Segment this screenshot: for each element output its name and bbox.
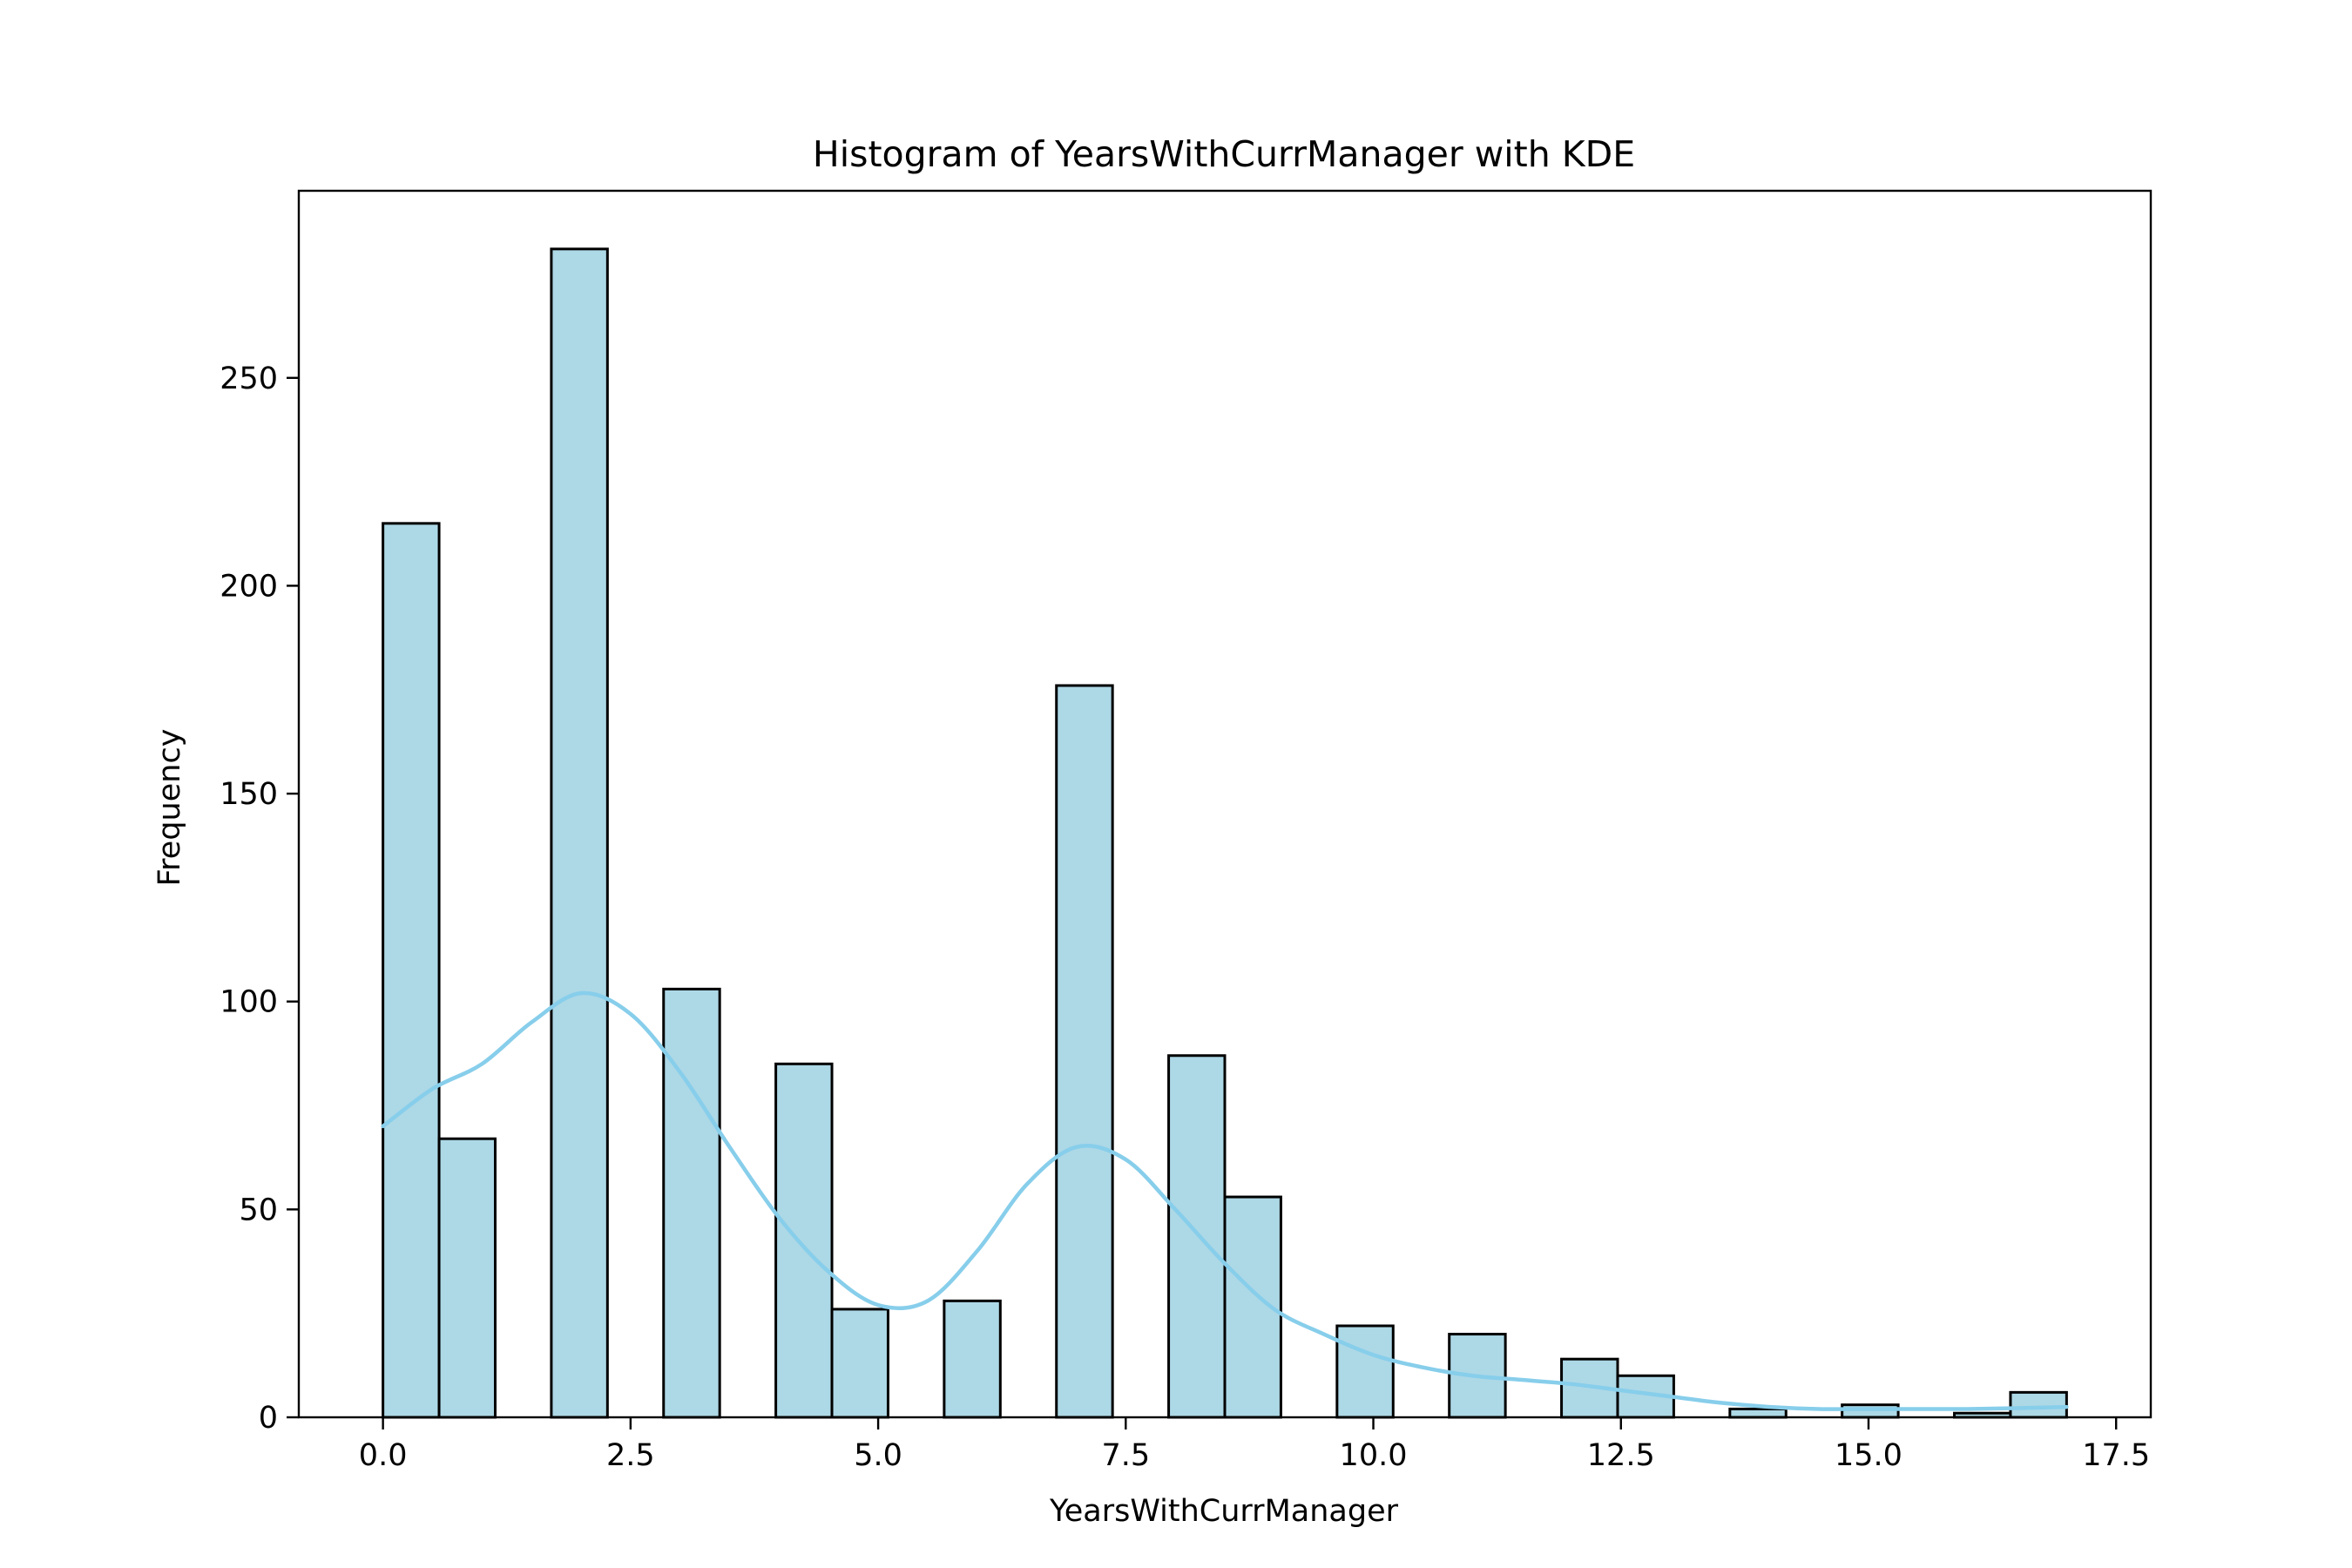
histogram-bar bbox=[1728, 1407, 1788, 1419]
y-axis-ticks: 0 50 100 150 200 250 bbox=[220, 362, 299, 1436]
histogram-bar bbox=[830, 1308, 889, 1419]
y-tick-label: 50 bbox=[239, 1193, 278, 1227]
histogram-bar bbox=[1841, 1403, 1900, 1419]
histogram-bar bbox=[2009, 1390, 2068, 1419]
y-tick-label: 0 bbox=[259, 1401, 278, 1436]
histogram-bar bbox=[437, 1137, 497, 1419]
x-tick-label: 17.5 bbox=[2082, 1438, 2150, 1473]
x-tick-label: 12.5 bbox=[1587, 1438, 1655, 1473]
x-tick-label: 10.0 bbox=[1340, 1438, 1408, 1473]
histogram-bar bbox=[774, 1062, 834, 1419]
plot-frame bbox=[297, 189, 2153, 1419]
histogram-bar bbox=[662, 987, 721, 1419]
y-tick-label: 200 bbox=[220, 569, 278, 604]
histogram-bar bbox=[943, 1299, 1002, 1419]
x-axis-ticks: 0.0 2.5 5.0 7.5 10.0 12.5 15.0 17.5 bbox=[359, 1417, 2150, 1473]
histogram-bar bbox=[1055, 684, 1114, 1419]
x-axis-label: YearsWithCurrManager bbox=[1049, 1494, 1399, 1529]
x-tick-label: 7.5 bbox=[1101, 1438, 1150, 1473]
x-tick-label: 2.5 bbox=[606, 1438, 655, 1473]
kde-curve bbox=[381, 990, 2069, 1411]
histogram-bar bbox=[1335, 1324, 1395, 1419]
histogram-bar bbox=[382, 522, 441, 1419]
y-tick-label: 250 bbox=[220, 362, 278, 396]
x-tick-label: 5.0 bbox=[854, 1438, 902, 1473]
histogram-bar bbox=[550, 247, 609, 1419]
y-axis-label: Frequency bbox=[152, 729, 187, 887]
histogram-bar bbox=[1167, 1054, 1227, 1419]
y-tick-label: 100 bbox=[220, 985, 278, 1020]
x-tick-label: 0.0 bbox=[359, 1438, 408, 1473]
bars-group bbox=[382, 247, 2068, 1419]
chart-title: Histogram of YearsWithCurrManager with K… bbox=[813, 133, 1635, 175]
x-tick-label: 15.0 bbox=[1835, 1438, 1903, 1473]
y-tick-label: 150 bbox=[220, 777, 278, 812]
